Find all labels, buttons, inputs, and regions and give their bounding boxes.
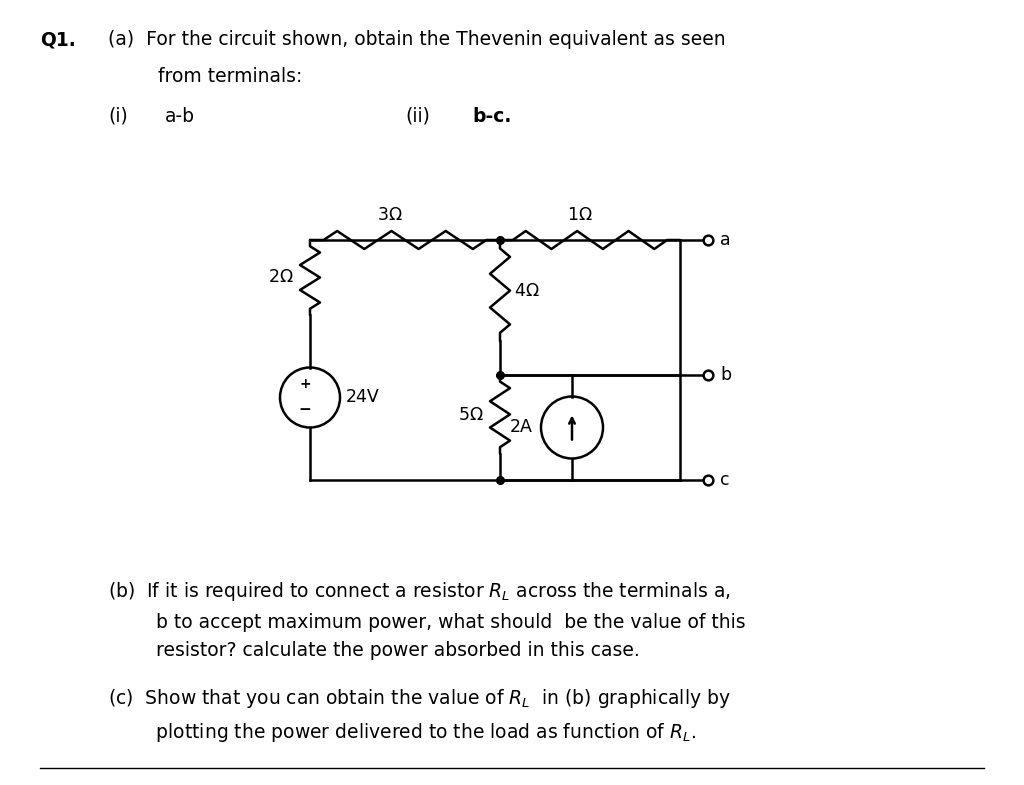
- Text: a-b: a-b: [165, 107, 195, 126]
- Text: 4$\Omega$: 4$\Omega$: [514, 283, 540, 301]
- Text: 5$\Omega$: 5$\Omega$: [459, 406, 484, 424]
- Text: (ii): (ii): [406, 107, 430, 126]
- Text: b: b: [720, 366, 731, 384]
- Text: 2A: 2A: [510, 418, 534, 436]
- Text: (a)  For the circuit shown, obtain the Thevenin equivalent as seen: (a) For the circuit shown, obtain the Th…: [108, 30, 726, 49]
- Text: 1$\Omega$: 1$\Omega$: [567, 206, 593, 224]
- Text: 2$\Omega$: 2$\Omega$: [268, 268, 294, 287]
- Text: from terminals:: from terminals:: [158, 67, 302, 86]
- Text: (b)  If it is required to connect a resistor $R_L$ across the terminals a,
     : (b) If it is required to connect a resis…: [108, 580, 745, 660]
- Text: 3$\Omega$: 3$\Omega$: [377, 206, 402, 224]
- Text: (i): (i): [108, 107, 128, 126]
- Text: −: −: [299, 402, 311, 417]
- Text: c: c: [720, 471, 730, 489]
- Text: 24V: 24V: [346, 389, 380, 407]
- Text: a: a: [720, 231, 731, 249]
- Text: b-c.: b-c.: [472, 107, 511, 126]
- Text: (c)  Show that you can obtain the value of $R_L$  in (b) graphically by
        : (c) Show that you can obtain the value o…: [108, 687, 731, 744]
- Text: +: +: [299, 378, 311, 392]
- Text: Q1.: Q1.: [40, 30, 76, 49]
